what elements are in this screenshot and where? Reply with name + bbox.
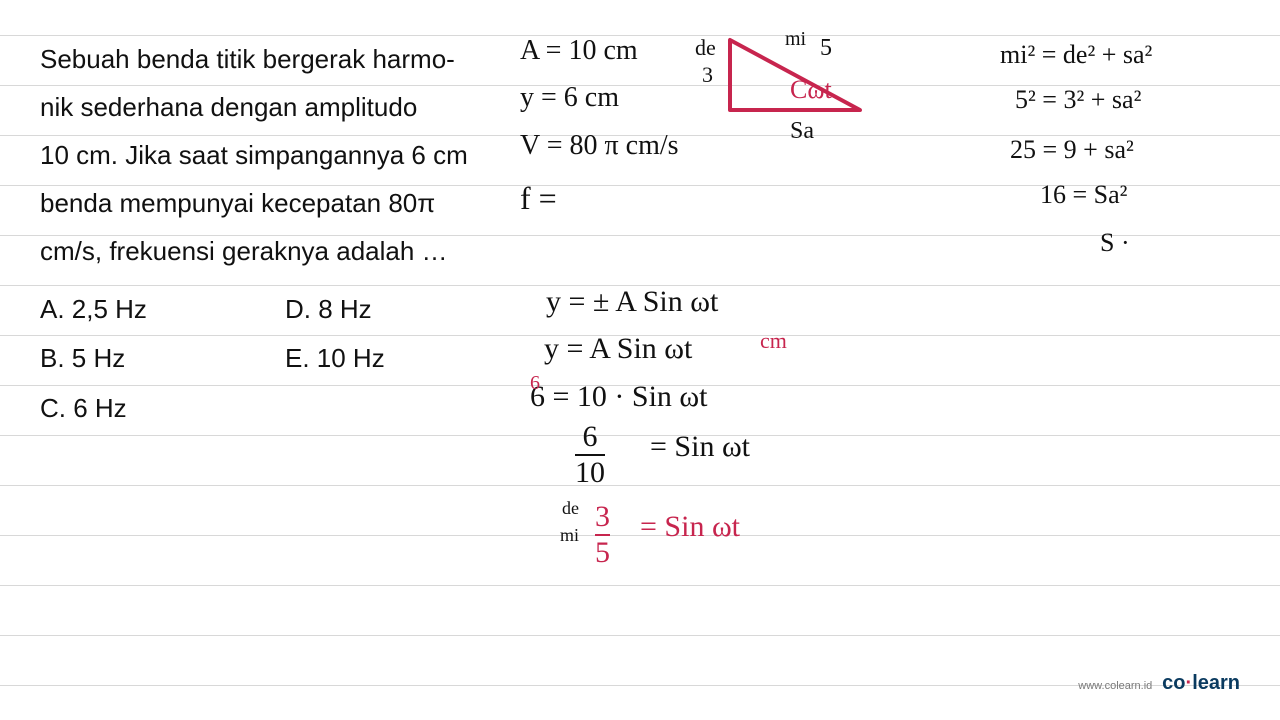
handwriting: Cωt xyxy=(790,75,832,105)
question-text: Sebuah benda titik bergerak harmo-nik se… xyxy=(40,35,500,275)
handwriting: 5 xyxy=(820,35,832,62)
handwriting: de xyxy=(695,35,716,61)
eq-sinwt-2: = Sin ωt xyxy=(640,510,740,544)
fraction-6-10: 610 xyxy=(575,420,605,490)
options-col1: A. 2,5 HzB. 5 HzC. 6 Hz xyxy=(40,285,147,433)
handwriting: 6 = 10 · Sin ωt xyxy=(530,380,708,414)
handwriting: 5² = 3² + sa² xyxy=(1015,85,1141,115)
handwriting: mi xyxy=(560,525,579,546)
handwriting: 3 xyxy=(702,62,713,88)
handwriting: = Sin ωt xyxy=(650,430,750,464)
handwriting: y = 6 cm xyxy=(520,82,619,114)
handwriting: y = A Sin ωt xyxy=(544,332,692,366)
handwriting: Sa xyxy=(790,118,814,145)
handwriting: V = 80 π cm/s xyxy=(520,130,679,162)
handwriting: S · xyxy=(1100,228,1130,258)
handwriting: de xyxy=(562,498,579,519)
handwriting: A = 10 cm xyxy=(520,35,638,67)
fraction-3-5: 35 xyxy=(595,500,610,570)
handwriting: y = ± A Sin ωt xyxy=(546,285,718,319)
handwriting: f = xyxy=(520,180,557,217)
footer-url: www.colearn.id xyxy=(1078,680,1152,692)
handwriting: 16 = Sa² xyxy=(1040,180,1127,210)
handwriting: 25 = 9 + sa² xyxy=(1010,135,1134,165)
handwriting: 6 xyxy=(530,372,540,395)
footer-branding: www.colearn.id co·learn xyxy=(1078,672,1240,695)
handwriting: cm xyxy=(760,328,787,354)
handwriting: mi xyxy=(785,28,806,51)
handwriting: mi² = de² + sa² xyxy=(1000,40,1152,70)
options-col2: D. 8 HzE. 10 Hz xyxy=(285,285,385,384)
